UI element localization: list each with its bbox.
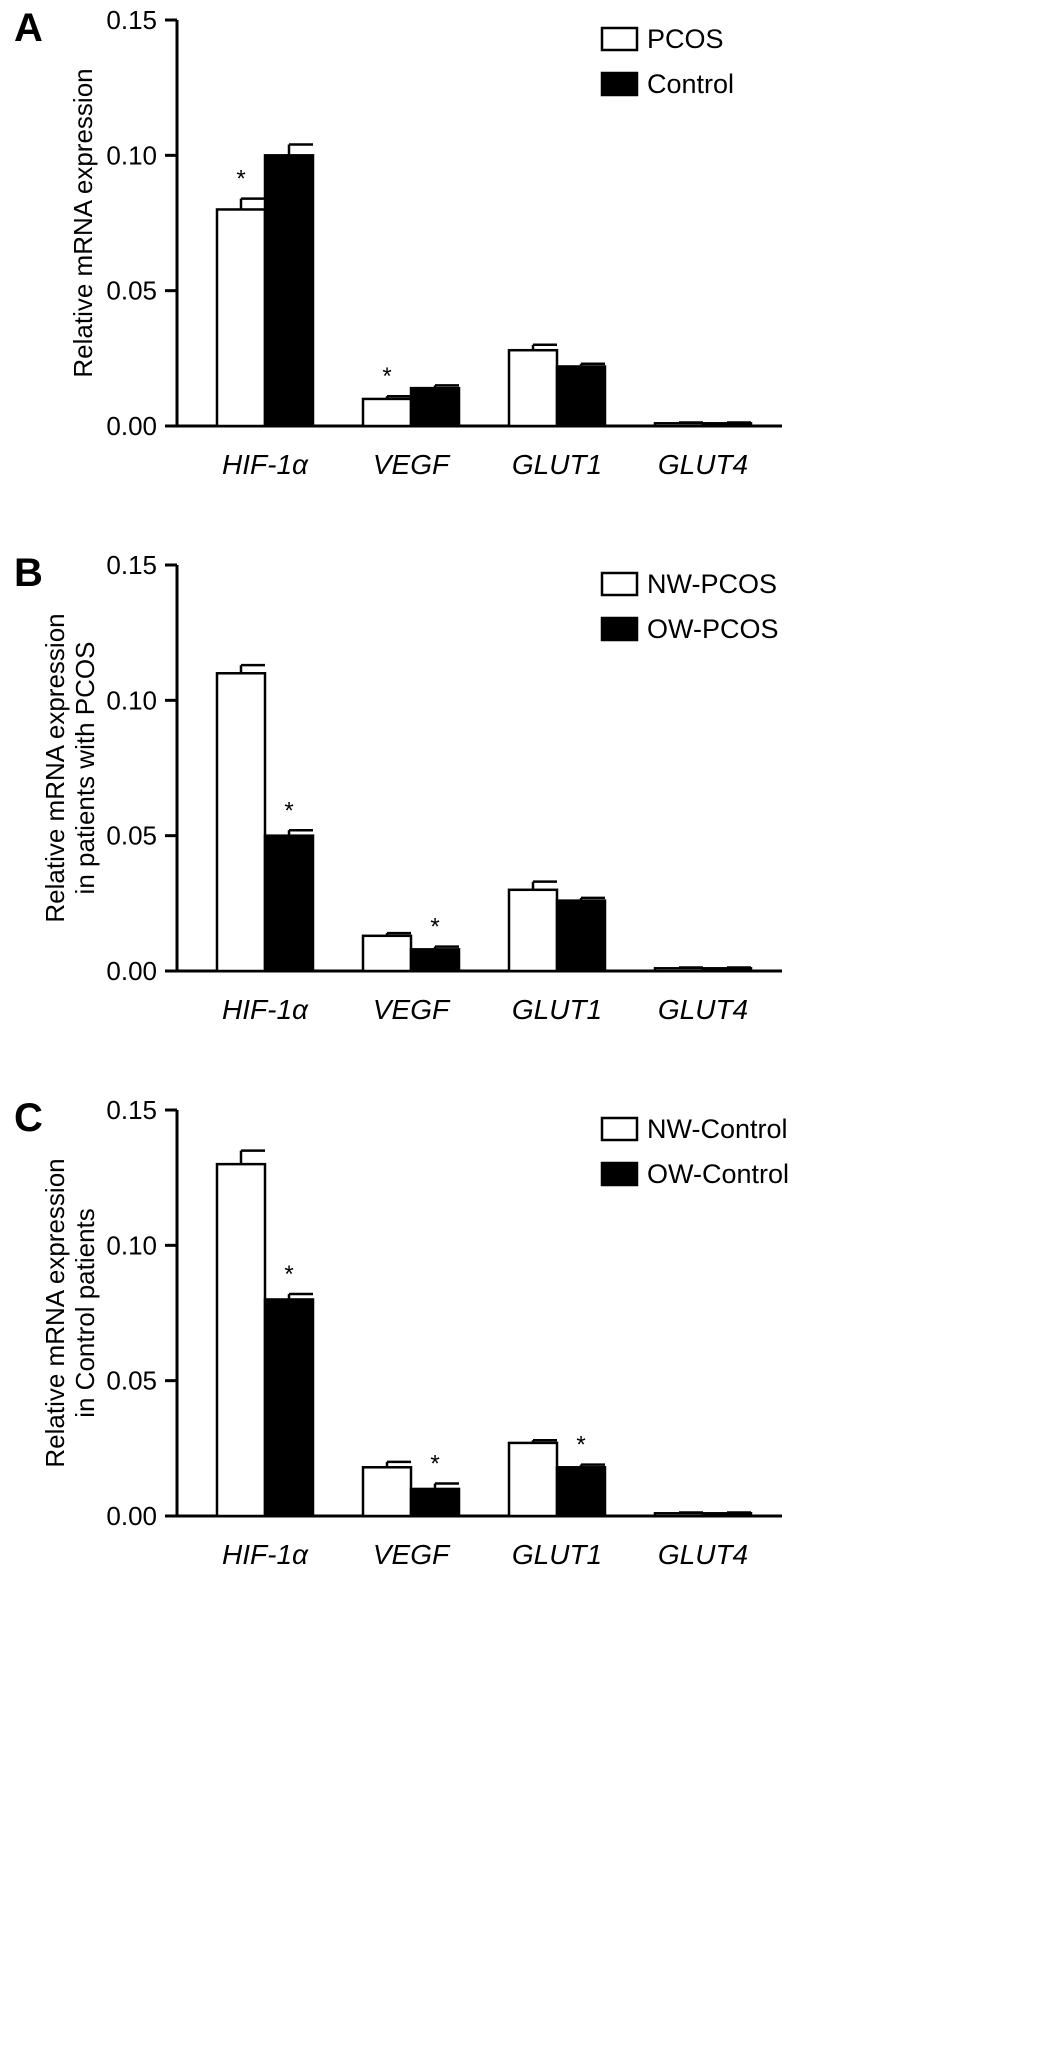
x-tick-label: GLUT4	[658, 1539, 748, 1570]
bar	[555, 1466, 607, 1518]
bar	[361, 1466, 413, 1518]
legend-label: PCOS	[647, 24, 724, 54]
bar	[409, 386, 461, 428]
y-axis-label: Relative mRNA expression	[68, 68, 98, 377]
y-tick-label: 0.15	[106, 550, 157, 580]
y-tick-label: 0.05	[106, 1366, 157, 1396]
bar	[263, 154, 315, 428]
y-tick-label: 0.00	[106, 411, 157, 441]
chart-c: 0.00 0.05 0.10 0.15 Relative mRNA expression…	[40, 1095, 789, 1570]
panel-a: A 0.00 0.05 0.10 0.15 Relative mRNA expressi…	[0, 0, 1063, 520]
legend-label: NW-PCOS	[647, 569, 777, 599]
y-axis-label: Relative mRNA expression	[40, 1158, 70, 1467]
significance-asterisk: *	[576, 1432, 585, 1459]
bar	[263, 1298, 315, 1518]
y-axis-label: in Control patients	[70, 1208, 100, 1418]
bar	[361, 397, 413, 428]
panel-b: B 0.00 0.05 0.10 0.15 Relative mRNA expressi…	[0, 545, 1063, 1065]
x-tick-label: VEGF	[373, 1539, 451, 1570]
bar	[409, 1487, 461, 1518]
legend-swatch	[600, 71, 639, 97]
legend-swatch	[600, 1161, 639, 1187]
legend-swatch	[600, 571, 639, 597]
bar	[215, 672, 267, 973]
bar	[555, 899, 607, 973]
y-tick-label: 0.05	[106, 276, 157, 306]
x-tick-label: GLUT4	[658, 449, 748, 480]
y-tick-label: 0.00	[106, 956, 157, 986]
panel-c: C 0.00 0.05 0.10 0.15 Relative mRNA expressi…	[0, 1090, 1063, 1610]
x-tick-label: GLUT1	[512, 994, 602, 1025]
bar	[215, 208, 267, 428]
bar	[555, 365, 607, 428]
y-tick-label: 0.15	[106, 5, 157, 35]
legend-swatch	[600, 26, 639, 52]
bar	[215, 1162, 267, 1518]
bar	[507, 1441, 559, 1518]
x-tick-label: GLUT1	[512, 1539, 602, 1570]
significance-asterisk: *	[382, 363, 391, 390]
y-tick-label: 0.10	[106, 1230, 157, 1260]
panel-letter-b: B	[14, 551, 43, 595]
legend-label: OW-Control	[647, 1159, 789, 1189]
y-tick-label: 0.05	[106, 821, 157, 851]
x-tick-label: VEGF	[373, 994, 451, 1025]
y-tick-label: 0.15	[106, 1095, 157, 1125]
bar	[263, 834, 315, 973]
y-axis-label: Relative mRNA expression	[40, 613, 70, 922]
legend-swatch	[600, 1116, 639, 1142]
significance-asterisk: *	[284, 797, 293, 824]
x-tick-label: HIF-1α	[222, 449, 309, 480]
significance-asterisk: *	[430, 914, 439, 941]
legend-swatch	[600, 616, 639, 642]
chart-b: 0.00 0.05 0.10 0.15 Relative mRNA expression…	[40, 550, 782, 1025]
y-tick-label: 0.00	[106, 1501, 157, 1531]
significance-asterisk: *	[284, 1261, 293, 1288]
y-tick-label: 0.10	[106, 685, 157, 715]
significance-asterisk: *	[236, 166, 245, 193]
x-tick-label: HIF-1α	[222, 994, 309, 1025]
bar	[507, 888, 559, 973]
x-tick-label: VEGF	[373, 449, 451, 480]
y-axis-label: in patients with PCOS	[70, 642, 100, 895]
significance-asterisk: *	[430, 1451, 439, 1478]
panel-letter-a: A	[14, 6, 43, 50]
bar	[409, 948, 461, 973]
legend-label: NW-Control	[647, 1114, 788, 1144]
bar	[507, 348, 559, 428]
bar	[361, 934, 413, 973]
legend-label: Control	[647, 69, 734, 99]
x-tick-label: HIF-1α	[222, 1539, 309, 1570]
panel-letter-c: C	[14, 1096, 43, 1140]
y-tick-label: 0.10	[106, 140, 157, 170]
legend-label: OW-PCOS	[647, 614, 779, 644]
x-tick-label: GLUT4	[658, 994, 748, 1025]
chart-a: 0.00 0.05 0.10 0.15 Relative mRNA expression…	[68, 5, 782, 480]
x-tick-label: GLUT1	[512, 449, 602, 480]
